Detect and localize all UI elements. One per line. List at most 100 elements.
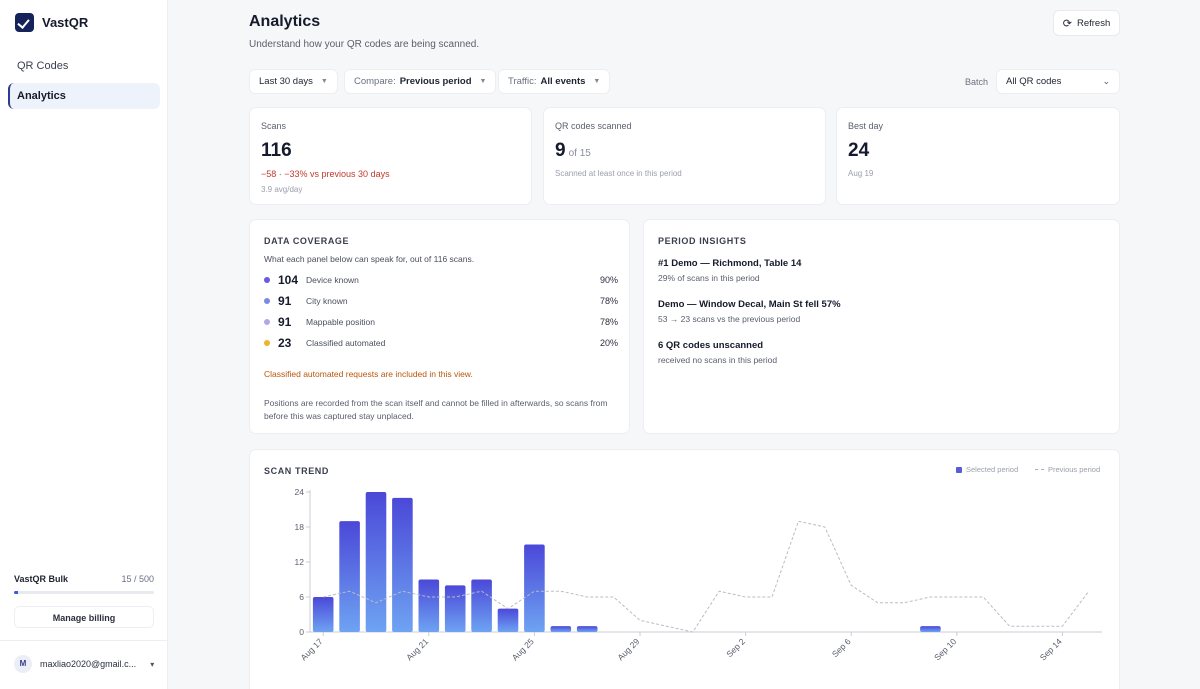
manage-billing-button[interactable]: Manage billing [14,606,154,628]
coverage-pct: 78% [599,296,618,306]
coverage-dot-icon [264,277,270,283]
bar [576,626,598,632]
scans-avg: 3.9 avg/day [261,185,303,194]
coverage-warning: Classified automated requests are includ… [264,369,473,379]
insight-item: 6 QR codes unscanned received no scans i… [658,340,777,365]
user-email: maxliao2020@gmail.c... [40,659,137,669]
coverage-count: 91 [278,315,292,329]
coverage-label: Classified automated [306,338,386,348]
refresh-icon: ⟳ [1062,17,1072,30]
scans-delta: −58 · −33% vs previous 30 days [261,169,390,179]
chevron-down-icon[interactable]: ▾ [150,659,155,669]
chevron-down-icon: ▼ [320,78,328,85]
legend-label-selected: Selected period [966,465,1019,474]
plan-name: VastQR Bulk [14,574,69,584]
user-menu[interactable]: M maxliao2020@gmail.c... ▾ [14,655,154,673]
plan-usage: VastQR Bulk 15 / 500 [14,574,154,594]
chevron-down-icon: ▼ [479,78,487,85]
data-coverage-card: DATA COVERAGE What each panel below can … [249,219,630,434]
qr-scanned-note: Scanned at least once in this period [555,169,682,178]
sidebar-item-qr-codes[interactable]: QR Codes [17,60,69,72]
compare-label: Compare: [354,76,396,87]
brand[interactable]: VastQR [15,13,88,32]
coverage-row: 91 City known 78% [264,292,618,310]
x-tick-label: Aug 25 [510,636,536,662]
date-range-filter[interactable]: Last 30 days ▼ [249,69,338,94]
scan-trend-chart: 0 6 12 18 24 Aug 17 Aug 21 Aug 25 Aug 29 Sep 2 Sep… [295,487,1102,662]
avatar: M [14,655,32,673]
coverage-pct: 90% [599,275,618,285]
sidebar-divider [0,640,168,641]
sidebar: VastQR QR Codes Analytics VastQR Bulk 15… [0,0,168,689]
refresh-button[interactable]: ⟳ Refresh [1053,10,1120,36]
coverage-dot-icon [264,340,270,346]
batch-select[interactable]: All QR codes ⌄ [996,69,1120,94]
y-tick-label: 6 [299,592,304,602]
sidebar-item-analytics[interactable]: Analytics [8,83,160,109]
insight-title: #1 Demo — Richmond, Table 14 [658,258,802,269]
insight-sub: 29% of scans in this period [658,273,760,283]
bar [920,626,941,632]
y-tick-label: 24 [295,487,305,497]
page-title: Analytics [249,13,321,30]
data-coverage-title: DATA COVERAGE [264,236,350,246]
bar [497,608,519,632]
coverage-row: 104 Device known 90% [264,271,618,289]
batch-label: Batch [965,77,989,87]
scans-label: Scans [261,121,287,131]
data-coverage-description: What each panel below can speak for, out… [264,254,475,264]
best-day-label: Best day [848,121,884,131]
coverage-label: Device known [306,275,359,285]
coverage-row: 91 Mappable position 78% [264,313,618,331]
coverage-count: 104 [278,273,299,287]
y-tick-label: 18 [295,522,305,532]
x-tick-label: Aug 17 [298,636,324,662]
coverage-pct: 78% [599,317,618,327]
brand-name: VastQR [42,15,89,30]
coverage-count: 23 [278,336,292,350]
best-day-value: 24 [848,140,870,161]
scans-value: 116 [261,140,292,161]
qr-scanned-count: 9 [555,140,566,161]
bar [392,497,413,632]
previous-period-line [323,520,1090,633]
x-tick-label: Aug 29 [615,636,641,662]
x-tick-label: Sep 2 [724,636,747,659]
x-tick-label: Sep 14 [1038,636,1064,662]
insight-item: #1 Demo — Richmond, Table 14 29% of scan… [658,258,801,283]
plan-usage-bar [14,591,154,594]
qr-scanned-total: of 15 [568,148,591,159]
x-tick-label: Sep 10 [932,636,958,662]
x-tick-label: Aug 21 [404,636,430,662]
chevron-down-icon: ⌄ [1102,76,1110,86]
insight-sub: received no scans in this period [658,355,778,365]
scans-card: Scans 116 −58 · −33% vs previous 30 days… [249,107,532,205]
scan-trend-card: SCAN TREND Selected period Previous peri… [249,449,1120,689]
legend-swatch-previous [1035,469,1044,470]
traffic-filter[interactable]: Traffic: All events ▼ [498,69,611,94]
bar [418,579,440,632]
coverage-count: 91 [278,294,292,308]
plan-usage-fill [14,591,19,594]
insight-item: Demo — Window Decal, Main St fell 57% 53… [658,299,841,324]
batch-value: All QR codes [1006,76,1062,87]
period-insights-card: PERIOD INSIGHTS #1 Demo — Richmond, Tabl… [643,219,1120,434]
legend-label-previous: Previous period [1048,465,1101,474]
bar [365,492,387,632]
period-insights-title: PERIOD INSIGHTS [658,236,747,246]
best-day-date: Aug 19 [848,169,874,178]
legend-selected: Selected period [956,465,1018,474]
traffic-value: All events [540,76,586,87]
qr-scanned-label: QR codes scanned [555,121,632,131]
coverage-pct: 20% [599,338,618,348]
y-tick-label: 12 [295,557,305,567]
bar [444,585,466,632]
coverage-dot-icon [264,298,270,304]
compare-value: Previous period [399,76,472,87]
compare-filter[interactable]: Compare: Previous period ▼ [344,69,497,94]
date-range-value: Last 30 days [259,76,313,87]
coverage-label: City known [306,296,348,306]
bar [550,626,572,632]
plan-usage-count: 15 / 500 [121,574,154,584]
vastqr-logo-icon [15,13,34,32]
